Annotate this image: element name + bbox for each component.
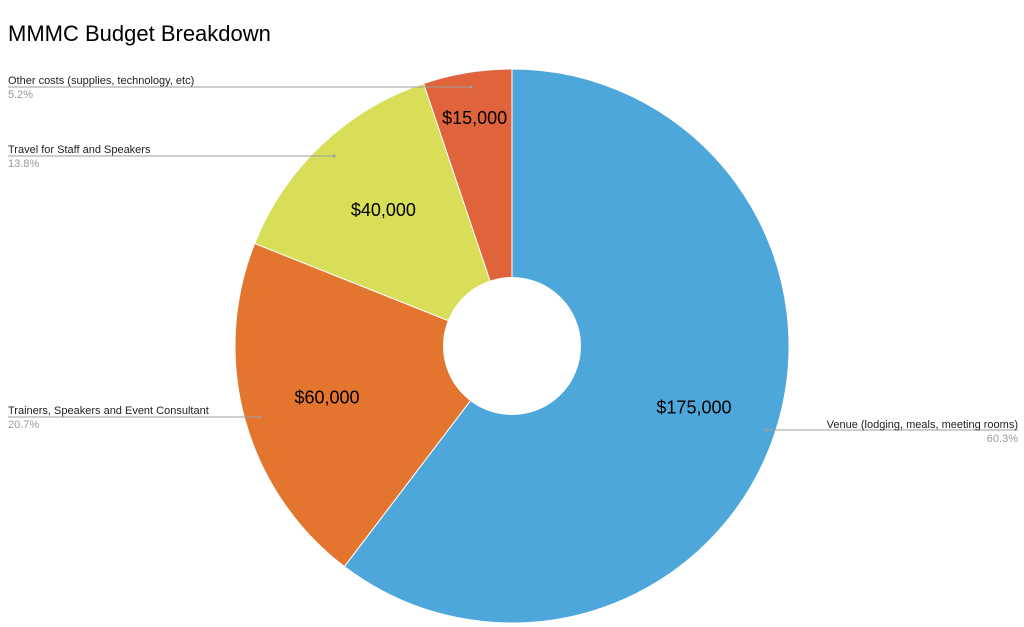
callout-percent: 13.8% [8, 158, 39, 170]
labels-layer: $175,000 $60,000 $40,000 $15,000 [294, 108, 731, 417]
pie-slice-3 [254, 82, 513, 347]
callout-anchor-dot [332, 154, 336, 158]
callout-anchor-dot [764, 428, 768, 432]
callout-category-name: Trainers, Speakers and Event Consultant [8, 405, 209, 417]
donut-hole [443, 277, 581, 415]
slice-value-label: $60,000 [294, 387, 359, 407]
callout-percent: 5.2% [8, 89, 33, 101]
callout-percent: 20.7% [8, 419, 39, 431]
pie-slice-2 [234, 242, 513, 568]
chart-title: MMMC Budget Breakdown [8, 21, 271, 46]
slice-value-label: $15,000 [442, 108, 507, 128]
callouts-layer: Venue (lodging, meals, meeting rooms) 60.… [8, 75, 1018, 445]
callout-anchor-dot [258, 415, 262, 419]
slice-value-label: $175,000 [656, 397, 731, 417]
callout-category-name: Travel for Staff and Speakers [8, 144, 151, 156]
callout-percent: 60.3% [987, 433, 1018, 445]
callout-anchor-dot [469, 85, 473, 89]
leaders-layer [8, 85, 1018, 432]
callout-category-name: Other costs (supplies, technology, etc) [8, 75, 194, 87]
pie-slice-4 [422, 68, 513, 347]
callout-category-name: Venue (lodging, meals, meeting rooms) [827, 419, 1018, 431]
slice-value-label: $40,000 [351, 200, 416, 220]
